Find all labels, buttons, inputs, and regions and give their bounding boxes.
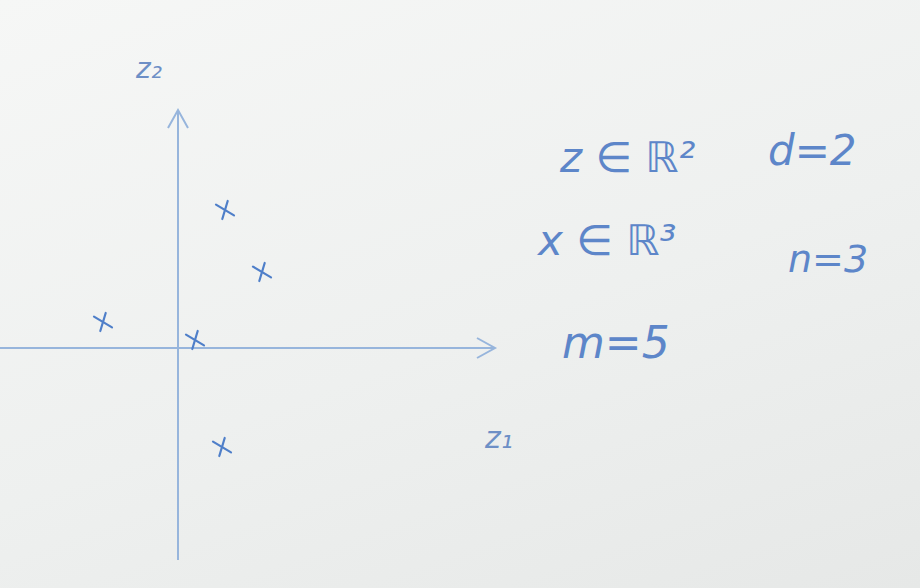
x-arrow xyxy=(477,338,495,358)
point-stroke xyxy=(192,331,197,349)
point xyxy=(213,438,231,456)
point xyxy=(186,331,204,349)
x-axis-label: z₁ xyxy=(484,420,513,455)
y-axis-label: z₂ xyxy=(135,52,162,85)
point-stroke xyxy=(222,201,227,219)
point xyxy=(216,201,234,219)
annotation: d=2 xyxy=(768,126,857,175)
annotation: x ∈ ℝ³ xyxy=(536,216,676,265)
y-axis xyxy=(177,110,179,560)
points xyxy=(94,201,271,456)
x-axis xyxy=(0,347,495,349)
whiteboard: z₁ z₂ z ∈ ℝ² d=2 x ∈ ℝ³ n=3 m=5 xyxy=(0,0,920,588)
point xyxy=(94,313,112,331)
point-stroke xyxy=(219,438,224,456)
point-stroke xyxy=(259,263,264,281)
point-stroke xyxy=(100,313,105,331)
annotation: n=3 xyxy=(788,237,868,281)
y-arrow xyxy=(168,110,188,128)
annotation: z ∈ ℝ² xyxy=(559,133,696,182)
point xyxy=(253,263,271,281)
annotation: m=5 xyxy=(562,317,670,368)
